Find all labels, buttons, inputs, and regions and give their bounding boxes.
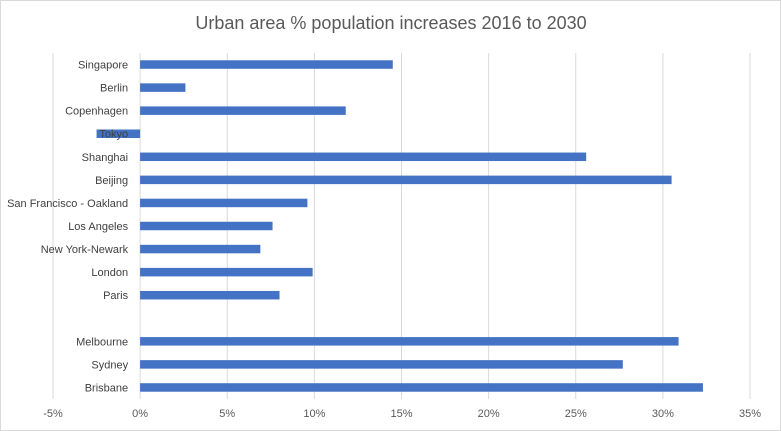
category-label: Tokyo	[99, 129, 128, 141]
bar	[140, 267, 313, 277]
category-label: Shanghai	[82, 152, 129, 164]
category-label: London	[91, 267, 128, 279]
category-label: Brisbane	[85, 382, 128, 394]
bar	[140, 152, 587, 162]
bar	[140, 383, 703, 392]
x-tick-label: 5%	[219, 408, 235, 420]
bar	[140, 244, 261, 254]
x-tick-label: 30%	[652, 408, 674, 420]
bar	[140, 83, 186, 92]
category-label: Copenhagen	[65, 106, 128, 118]
bar	[140, 221, 273, 231]
x-tick-label: 35%	[739, 408, 761, 420]
category-label: New York-Newark	[41, 244, 129, 256]
category-label: Paris	[103, 290, 129, 302]
bar	[140, 175, 672, 185]
category-label: Singapore	[78, 60, 128, 72]
bar	[140, 60, 393, 69]
bar	[140, 198, 308, 208]
x-tick-label: 20%	[478, 408, 500, 420]
category-labels: Singapore Berlin Copenhagen Tokyo Shanghai Be…	[7, 60, 129, 395]
x-tick-label: -5%	[43, 408, 63, 420]
category-label: Sydney	[91, 359, 128, 371]
bar	[96, 129, 141, 138]
bar	[140, 337, 679, 346]
bar	[140, 360, 623, 369]
x-tick-label: 0%	[132, 408, 148, 420]
bar	[140, 106, 346, 115]
x-tick-label: 15%	[390, 408, 412, 420]
x-tick-label: 10%	[303, 408, 325, 420]
bar	[140, 290, 280, 300]
category-label: Melbourne	[76, 336, 128, 348]
category-label: Los Angeles	[68, 221, 128, 233]
category-label: San Francisco - Oakland	[7, 198, 128, 210]
x-axis-tick-labels: -5% 0% 5% 10% 15% 20% 25% 30% 35%	[43, 408, 761, 420]
category-label: Berlin	[100, 83, 128, 95]
x-tick-label: 25%	[565, 408, 587, 420]
bars	[96, 60, 703, 392]
chart-title: Urban area % population increases 2016 t…	[195, 13, 586, 33]
category-label: Beijing	[95, 175, 128, 187]
